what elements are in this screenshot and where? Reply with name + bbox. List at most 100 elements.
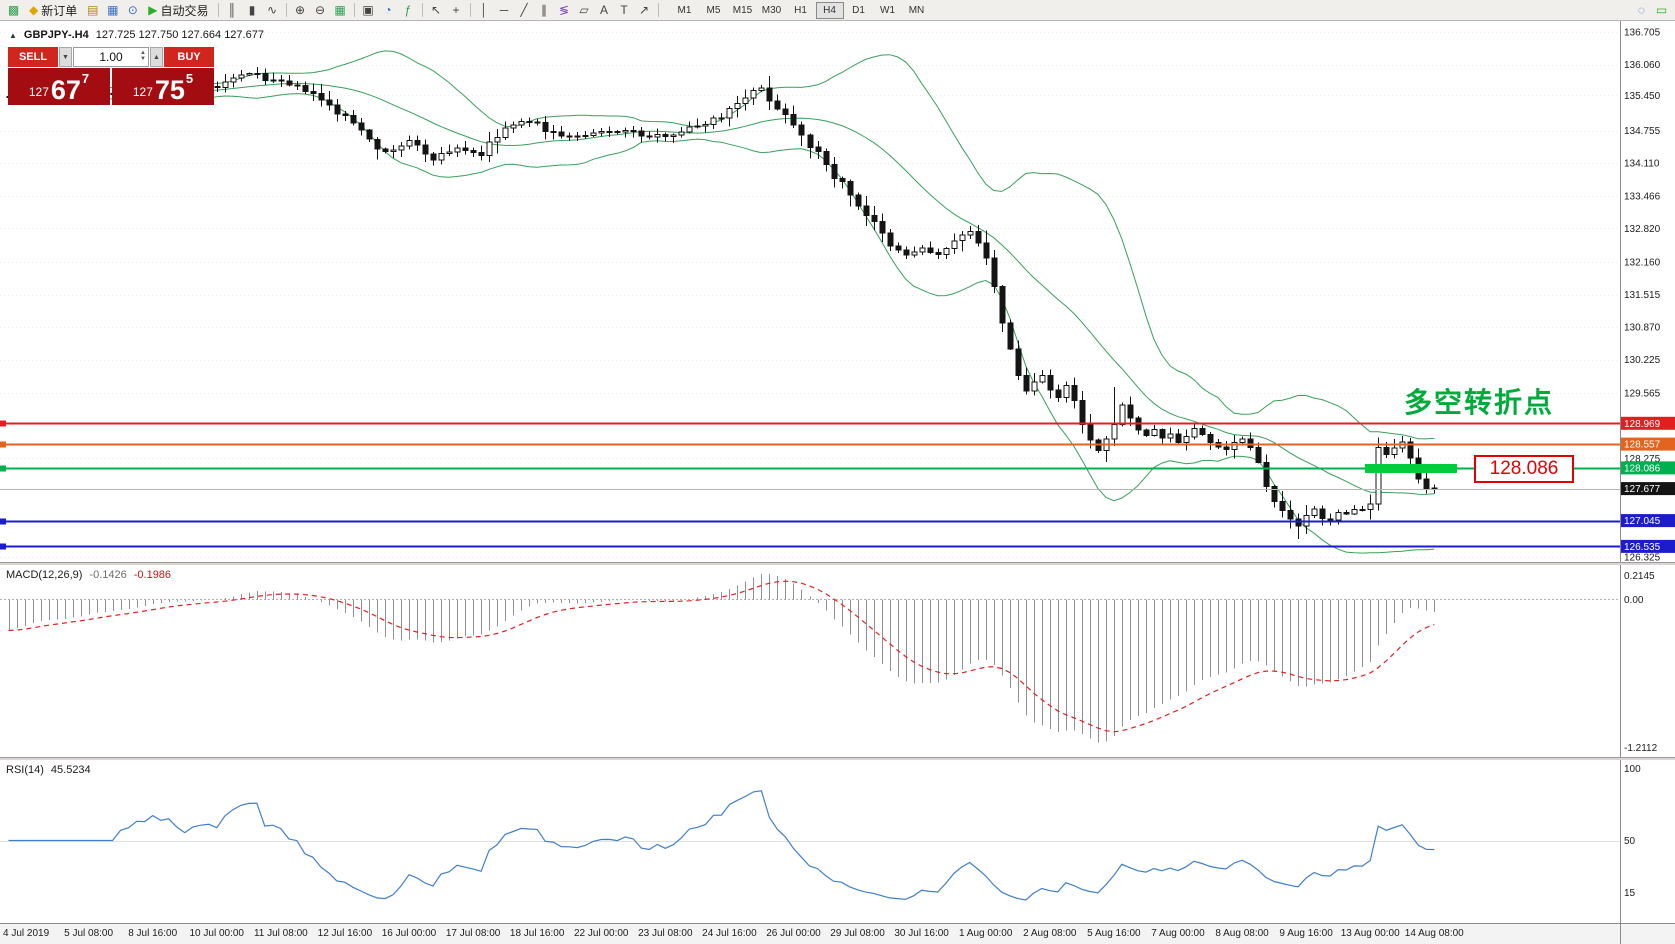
arrow-tool-icon[interactable]: ↗ [635, 2, 654, 19]
time-axis-label: 30 Jul 16:00 [894, 928, 949, 939]
chat-icon[interactable]: ▭ [1655, 3, 1668, 17]
timeframe-w1-button[interactable]: W1 [880, 4, 895, 16]
timeframe-mn-button[interactable]: MN [908, 4, 925, 16]
spin-down-icon[interactable]: ▼ [140, 56, 146, 62]
line-left-marker [0, 420, 6, 427]
vertical-line-icon: │ [480, 3, 488, 17]
timeframe-m30-button[interactable]: M30 [761, 4, 782, 16]
volume-spinner[interactable]: ▲ ▼ [140, 50, 146, 62]
macd-panel[interactable]: 0.2145 0.00 -1.2112 MACD(12,26,9) -0.1426 … [0, 565, 1675, 757]
price-axis-label: 136.060 [1624, 60, 1661, 71]
arrow-tool-icon: ↗ [638, 3, 650, 17]
macd-axis-label: 0.2145 [1624, 571, 1655, 582]
chart-marker-icon: ▲ [9, 30, 17, 40]
chart-profiles-icon[interactable]: ▤ [83, 2, 102, 19]
volume-value: 1.00 [99, 50, 123, 64]
new-chart-icon[interactable]: ▩ [4, 2, 23, 19]
price-tag [1621, 539, 1675, 553]
tile-windows-icon[interactable]: ▦ [331, 2, 350, 19]
rsi-panel[interactable]: 100 50 15 RSI(14) 45.5234 [0, 760, 1675, 923]
time-axis-label: 11 Jul 08:00 [253, 928, 308, 939]
cursor-icon[interactable]: ↖ [427, 2, 446, 19]
macd-chart[interactable]: 0.2145 0.00 -1.2112 [0, 565, 1675, 757]
sell-price-prefix: 127 [28, 85, 49, 99]
candlestick-mode-icon: ▮ [248, 3, 256, 17]
data-window-icon[interactable]: ⊙ [123, 2, 142, 19]
zoom-in-icon: ⊕ [294, 3, 306, 17]
time-axis-label: 8 Aug 08:00 [1215, 928, 1269, 939]
zoom-in-icon[interactable]: ⊕ [291, 2, 310, 19]
rsi-axis-label: 15 [1624, 888, 1636, 899]
timeframe-m5-button[interactable]: M5 [706, 4, 721, 16]
arrange-windows-icon[interactable]: ▣ [359, 2, 378, 19]
time-axis-label: 29 Jul 08:00 [830, 928, 885, 939]
time-axis-label: 10 Jul 00:00 [189, 928, 245, 939]
volume-input[interactable]: 1.00 ▲ ▼ [73, 47, 149, 67]
main-chart-panel[interactable]: 136.705 136.060 135.450 134.755 134.110 133.4… [0, 21, 1675, 562]
spin-up-icon[interactable]: ▲ [140, 50, 146, 56]
bollinger-middle-band [8, 82, 1435, 495]
buy-options-arrow-icon[interactable]: ▲ [150, 47, 163, 67]
search-icon[interactable]: ◌ [1637, 3, 1646, 17]
crosshair-icon[interactable]: + [447, 2, 466, 19]
timeframe-m1-button[interactable]: M1 [677, 4, 692, 16]
channel-icon[interactable]: ∥ [535, 2, 554, 19]
buy-button[interactable]: BUY [164, 47, 214, 67]
line-chart-mode-icon: ∿ [266, 3, 278, 17]
timeframe-m15-button[interactable]: M15 [732, 4, 753, 16]
turning-point-annotation: 多空转折点 [1404, 387, 1555, 418]
candlestick-mode-icon[interactable]: ▮ [243, 2, 262, 19]
trendline-icon[interactable]: ╱ [515, 2, 534, 19]
price-tag-label: 127.045 [1624, 516, 1661, 527]
time-axis-label: 2 Aug 08:00 [1023, 928, 1077, 939]
period-clock-icon[interactable]: ◔ [379, 2, 398, 19]
sell-button[interactable]: SELL [8, 47, 58, 67]
price-tag-label: 128.969 [1624, 419, 1661, 430]
price-axis-label: 132.820 [1624, 224, 1661, 235]
text-icon[interactable]: A [595, 2, 614, 19]
indicators-icon[interactable]: ƒ [399, 2, 418, 19]
rsi-label-row: RSI(14) 45.5234 [6, 764, 91, 776]
autotrading-button-label: 自动交易 [160, 3, 209, 18]
time-axis-label: 16 Jul 00:00 [381, 928, 437, 939]
sell-price-big: 67 [50, 74, 81, 105]
fibonacci-icon[interactable]: ≶ [555, 2, 574, 19]
timeframe-h1-button[interactable]: H1 [794, 4, 807, 16]
time-axis[interactable]: 4 Jul 2019 5 Jul 08:00 8 Jul 16:00 10 Jul 0… [0, 923, 1675, 944]
time-axis-label: 5 Jul 08:00 [64, 928, 114, 939]
candles-layer [6, 67, 1438, 539]
timeframe-d1-button[interactable]: D1 [852, 4, 865, 16]
horizontal-line-icon[interactable]: ─ [495, 2, 514, 19]
line-chart-mode-icon[interactable]: ∿ [263, 2, 282, 19]
rsi-chart[interactable]: 100 50 15 [0, 760, 1675, 923]
price-axis-label: 134.110 [1624, 159, 1660, 170]
fibonacci-icon: ≶ [558, 3, 570, 17]
autotrading-button[interactable]: ▶ 自动交易 [143, 2, 213, 19]
rsi-axis-label: 100 [1624, 764, 1641, 775]
zoom-out-icon[interactable]: ⊖ [311, 2, 330, 19]
bar-chart-mode-icon[interactable]: ║ [223, 2, 242, 19]
text-label-icon[interactable]: T [615, 2, 634, 19]
panel-splitter[interactable] [0, 562, 1675, 565]
cursor-icon: ↖ [430, 3, 442, 17]
time-axis-label: 14 Aug 08:00 [1404, 928, 1464, 939]
vertical-line-icon[interactable]: │ [475, 2, 494, 19]
panel-splitter[interactable] [0, 757, 1675, 760]
buy-price-display[interactable]: 127 75 5 [112, 68, 214, 105]
sell-price-display[interactable]: 127 67 7 [8, 68, 110, 105]
market-watch-icon[interactable]: ▦ [103, 2, 122, 19]
time-axis-label: 8 Jul 16:00 [128, 928, 178, 939]
price-chart[interactable]: 136.705 136.060 135.450 134.755 134.110 133.4… [0, 21, 1675, 562]
price-tag-label: 126.535 [1624, 542, 1661, 553]
buy-price-big: 75 [154, 74, 185, 105]
shapes-icon[interactable]: ▱ [575, 2, 594, 19]
bar-chart-mode-icon: ║ [227, 3, 237, 17]
text-label-icon: T [620, 3, 628, 17]
sell-options-arrow-icon[interactable]: ▼ [59, 47, 72, 67]
autotrading-button-icon: ▶ [148, 3, 158, 17]
toolbar-separator [285, 3, 287, 17]
macd-main-value: -0.1426 [89, 569, 127, 581]
price-callout-label: 128.086 [1474, 455, 1574, 483]
new-order-button[interactable]: ◆ 新订单 [24, 2, 82, 19]
timeframe-h4-button[interactable]: H4 [815, 1, 844, 19]
